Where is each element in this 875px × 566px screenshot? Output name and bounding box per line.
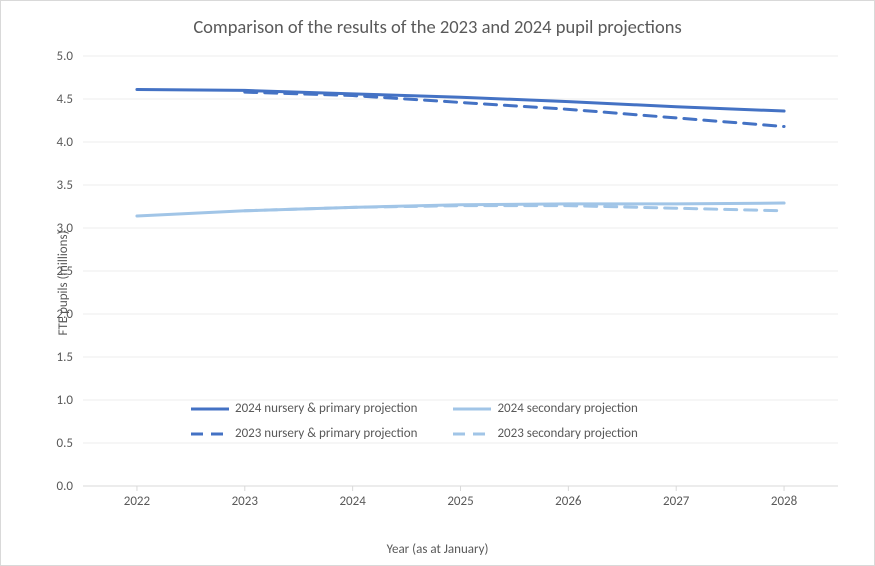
legend-swatch (191, 429, 229, 439)
ytick-label: 2.0 (33, 307, 73, 322)
ytick-label: 2.5 (33, 264, 73, 279)
legend-item: 2024 nursery & primary projection (191, 401, 417, 416)
series-line (137, 90, 784, 112)
xtick-label: 2028 (754, 494, 814, 509)
xtick-label: 2024 (323, 494, 383, 509)
xtick-label: 2026 (538, 494, 598, 509)
legend-label: 2023 secondary projection (497, 426, 637, 441)
xtick-label: 2022 (107, 494, 167, 509)
legend-swatch (453, 429, 491, 439)
ytick-label: 0.5 (33, 436, 73, 451)
chart-title: Comparison of the results of the 2023 an… (1, 15, 874, 38)
ytick-label: 3.0 (33, 221, 73, 236)
chart-frame: Comparison of the results of the 2023 an… (0, 0, 875, 566)
ytick-label: 1.0 (33, 393, 73, 408)
ytick-label: 4.5 (33, 92, 73, 107)
xtick-label: 2027 (646, 494, 706, 509)
legend-label: 2023 nursery & primary projection (235, 426, 417, 441)
legend-item: 2023 secondary projection (453, 426, 637, 441)
x-axis-label: Year (as at January) (1, 542, 874, 557)
ytick-label: 4.0 (33, 135, 73, 150)
ytick-label: 3.5 (33, 178, 73, 193)
legend-swatch (191, 404, 229, 414)
ytick-label: 1.5 (33, 350, 73, 365)
ytick-label: 0.0 (33, 479, 73, 494)
legend-item: 2024 secondary projection (453, 401, 637, 416)
xtick-label: 2025 (431, 494, 491, 509)
ytick-label: 5.0 (33, 49, 73, 64)
legend-label: 2024 nursery & primary projection (235, 401, 417, 416)
xtick-label: 2023 (215, 494, 275, 509)
legend-label: 2024 secondary projection (497, 401, 637, 416)
series-line (245, 92, 784, 126)
legend-swatch (453, 404, 491, 414)
series-line (245, 206, 784, 211)
legend: 2024 nursery & primary projection 2024 se… (191, 401, 638, 441)
legend-item: 2023 nursery & primary projection (191, 426, 417, 441)
